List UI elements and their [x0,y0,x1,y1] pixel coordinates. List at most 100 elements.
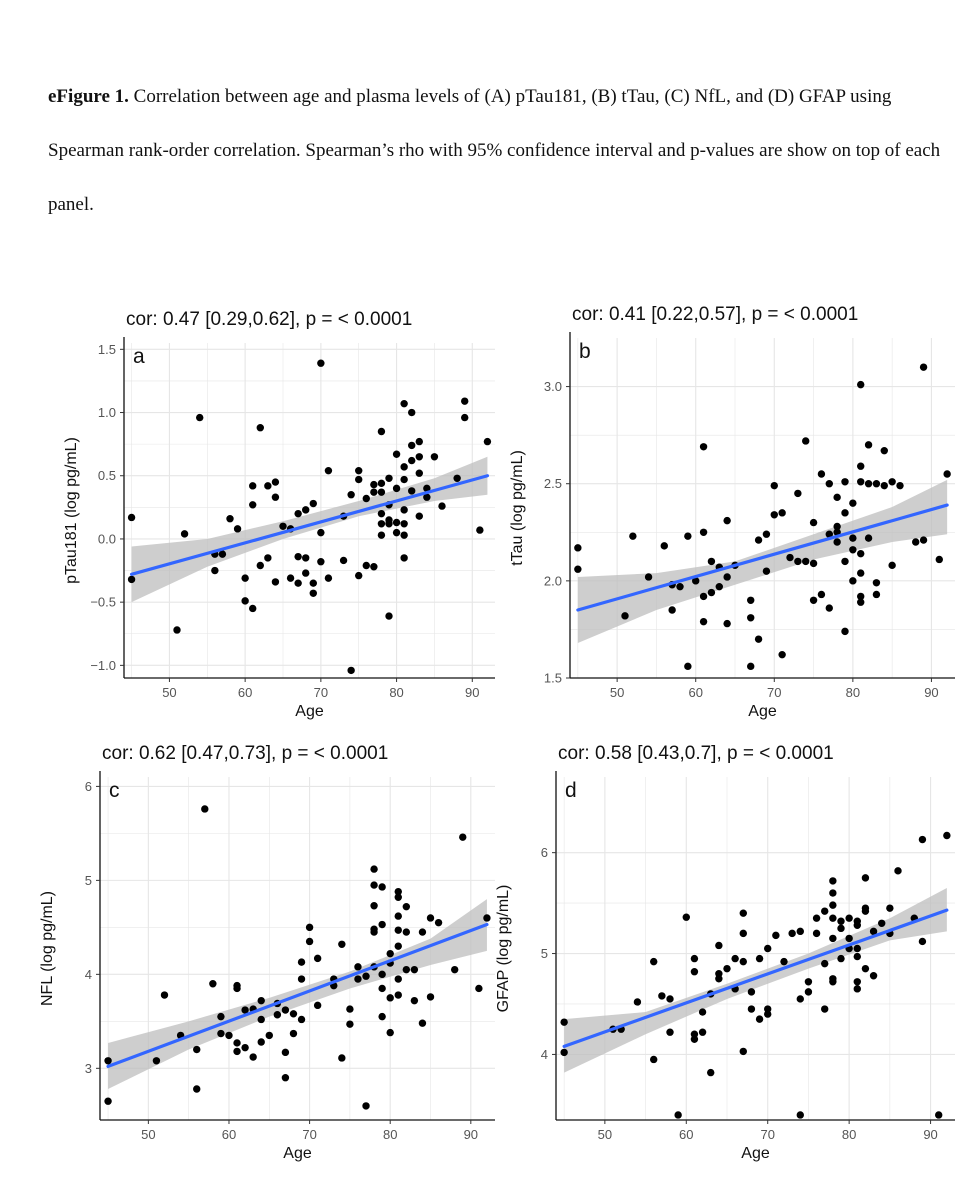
data-point [574,565,582,573]
data-point [475,984,483,993]
y-tick-label: −1.0 [90,658,116,673]
x-tick-label: 80 [842,1127,856,1142]
data-point [264,554,272,562]
regression-line [129,474,490,576]
data-point [362,972,370,980]
data-point [249,501,257,509]
data-point [837,954,845,963]
data-point [377,520,386,528]
data-point [347,490,355,499]
x-tick-label: 80 [383,1127,397,1142]
data-point [754,635,763,643]
panel-title: cor: 0.62 [0.47,0.73], p = < 0.0001 [102,743,388,764]
data-point [378,883,386,891]
data-point [880,446,888,455]
x-tick-label: 60 [238,685,252,700]
data-point [861,874,870,882]
data-point [644,573,653,581]
data-point [762,567,771,575]
data-point [305,923,314,932]
panel-letter: a [133,345,145,368]
data-point [778,650,786,659]
data-point [370,488,378,496]
data-point [281,1074,290,1082]
data-point [853,944,861,953]
data-point [193,1045,201,1054]
data-point [309,499,317,508]
data-point [400,463,408,471]
data-point [392,450,401,458]
x-axis-label: Age [283,1145,312,1162]
data-point [829,901,837,909]
data-point [853,921,861,929]
scatter-panel-c: 50 60 70 80 90 3 4 5 6 cor: 0.62 [0.47,0.73], p =… [39,743,495,1162]
data-point [394,926,402,934]
x-tick-label: 90 [923,1127,937,1142]
data-point [747,988,756,996]
data-point [857,462,865,470]
data-point [780,957,788,966]
data-point [302,506,310,514]
regression-line [562,908,949,1048]
data-point [402,902,411,911]
data-point [400,399,408,408]
data-point [690,954,699,963]
data-point [426,993,435,1001]
data-point [392,484,401,493]
data-point [305,937,314,946]
data-point [833,522,841,531]
data-point [919,536,928,544]
data-point [309,579,317,587]
data-point [739,1047,747,1056]
data-point [324,466,333,475]
scatter-panel-b: 50 60 70 80 90 1.5 2.0 2.5 3.0 cor: 0.41 [0.22,0.… [509,304,955,720]
data-point [912,538,920,546]
data-point [196,413,204,422]
data-point [426,914,435,922]
data-point [273,1011,282,1019]
data-point [674,1111,682,1119]
data-point [423,493,431,501]
data-point [755,1015,764,1023]
data-point [829,914,837,922]
data-point [829,877,837,885]
data-point [723,573,731,581]
data-point [770,481,778,490]
data-point [821,1005,829,1013]
data-point [362,561,370,570]
data-point [386,994,394,1002]
data-point [699,443,708,451]
data-point [574,544,582,552]
data-point [715,975,723,983]
data-point [796,1111,804,1119]
data-point [943,831,951,840]
data-point [809,559,818,568]
data-point [804,978,813,986]
data-point [841,627,849,636]
data-point [762,530,771,538]
data-point [739,909,747,917]
data-point [211,566,219,575]
data-point [201,805,209,813]
data-point [378,1012,386,1021]
data-point [346,1020,354,1028]
data-point [209,980,217,988]
panel-title: cor: 0.41 [0.22,0.57], p = < 0.0001 [572,304,858,325]
y-tick-label: 1.5 [544,671,562,686]
data-point [370,928,378,936]
data-point [233,984,241,993]
x-tick-label: 50 [141,1127,155,1142]
data-point [918,835,927,844]
data-point [281,1048,290,1057]
y-tick-label: 5 [85,873,92,888]
data-point [264,482,272,490]
data-point [821,907,829,915]
data-point [434,918,443,927]
data-point [152,1057,161,1065]
data-point [650,957,658,966]
data-point [355,475,363,484]
data-point [723,516,731,525]
data-point [127,575,136,584]
data-point [666,1028,674,1036]
data-point [394,942,402,950]
